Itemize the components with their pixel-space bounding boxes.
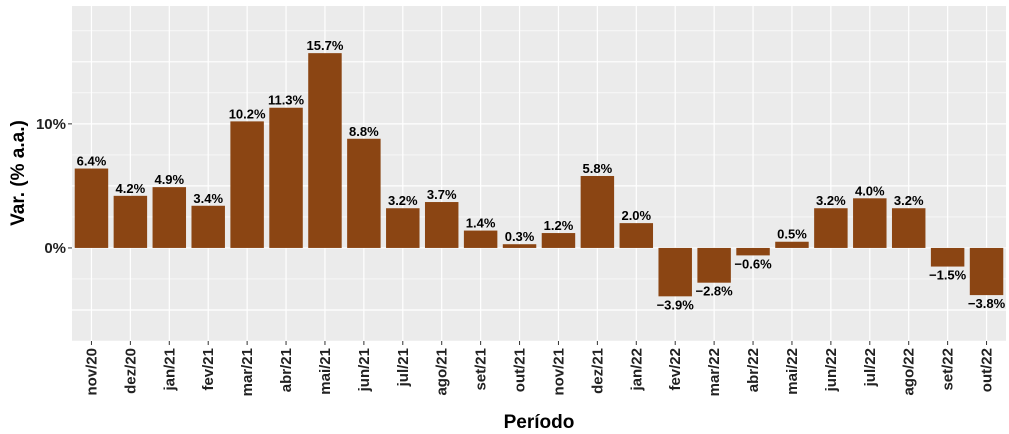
bar-jan-22	[619, 223, 654, 248]
bar-ago-21	[424, 202, 459, 248]
x-tick-label: out/22	[979, 348, 996, 392]
bar-abr-21	[269, 107, 303, 248]
data-labels: 6.4% 4.2% 4.9% 3.4% 10.2%11.3% 15.7% 8.8% 3.2% 3…	[77, 38, 1006, 312]
x-tick-label: mai/22	[784, 348, 801, 395]
x-tick-label: fev/21	[200, 348, 217, 391]
data-label: 4.9%	[154, 172, 184, 187]
x-tick-label: set/21	[473, 348, 490, 391]
data-label: −3.9%	[657, 297, 695, 312]
data-label: 8.8%	[349, 124, 379, 139]
bar-dez-21	[580, 175, 615, 248]
x-axis: nov/20 dez/20 jan/21 fev/21 mar/21 abr/21 mai/…	[83, 341, 996, 396]
bar-ago-22	[891, 208, 926, 248]
y-tick-label: 0%	[44, 240, 66, 257]
data-label: 0.5%	[777, 227, 807, 242]
x-tick-label: jan/21	[161, 348, 178, 392]
data-label: 1.2%	[544, 218, 574, 233]
bar-nov-20	[74, 168, 109, 248]
bar-out-22	[969, 247, 1004, 296]
bar-out-21	[502, 244, 537, 248]
x-tick-label: abr/21	[278, 348, 295, 392]
plot-panel	[72, 6, 1006, 341]
bar-jun-21	[347, 138, 381, 248]
data-label: 10.2%	[229, 106, 266, 121]
data-label: 3.2%	[894, 193, 924, 208]
x-tick-label: mai/21	[317, 348, 334, 395]
bar-mai-21	[308, 53, 342, 248]
data-label: 1.4%	[466, 216, 496, 231]
data-label: −0.6%	[734, 256, 772, 271]
x-tick-label: jun/21	[356, 348, 373, 392]
x-tick-label: ago/21	[434, 348, 451, 396]
data-label: 4.0%	[855, 183, 885, 198]
bar-abr-22	[736, 247, 770, 256]
y-axis-title: Var. (% a.a.)	[8, 120, 29, 226]
data-label: −2.8%	[696, 284, 734, 299]
bar-mar-22	[697, 247, 731, 283]
x-tick-label: nov/21	[550, 348, 567, 396]
data-label: −1.5%	[929, 268, 967, 283]
bar-set-22	[930, 247, 965, 267]
bar-set-21	[463, 230, 498, 248]
x-tick-label: abr/22	[745, 348, 762, 392]
x-tick-label: out/21	[512, 348, 529, 392]
data-label: 11.3%	[268, 93, 305, 108]
bar-jul-21	[386, 208, 420, 248]
bar-nov-21	[541, 233, 576, 248]
x-tick-label: jun/22	[823, 348, 840, 392]
bar-jan-21	[152, 187, 187, 248]
data-label: 0.3%	[505, 229, 535, 244]
bar-dez-20	[113, 195, 148, 248]
x-tick-label: dez/21	[589, 348, 606, 394]
x-axis-title: Período	[504, 412, 575, 433]
x-tick-label: mar/21	[239, 348, 256, 396]
data-label: 3.2%	[816, 193, 846, 208]
data-label: 3.2%	[388, 193, 418, 208]
x-tick-label: jul/22	[862, 348, 879, 387]
bar-jun-22	[814, 208, 848, 248]
data-label: 6.4%	[77, 154, 107, 169]
y-axis: 0% 10%	[36, 116, 72, 257]
x-tick-label: mar/22	[706, 348, 723, 396]
data-label: 5.8%	[583, 161, 613, 176]
data-label: 4.2%	[116, 181, 146, 196]
data-label: 15.7%	[307, 38, 344, 53]
data-label: −3.8%	[968, 296, 1006, 311]
x-tick-label: set/22	[940, 348, 957, 391]
y-tick-label: 10%	[36, 116, 66, 133]
data-label: 3.4%	[193, 191, 223, 206]
bar-mar-21	[230, 121, 264, 248]
x-tick-label: nov/20	[83, 348, 100, 396]
x-tick-label: dez/20	[122, 348, 139, 394]
x-tick-label: jan/22	[628, 348, 645, 392]
bars	[74, 53, 1004, 297]
x-tick-label: ago/22	[901, 348, 918, 396]
data-label: 3.7%	[427, 187, 457, 202]
bar-fev-21	[191, 205, 225, 248]
data-label: 2.0%	[621, 208, 651, 223]
bar-mai-22	[775, 241, 809, 248]
x-tick-label: jul/21	[395, 348, 412, 387]
bar-jul-22	[853, 198, 887, 248]
bar-fev-22	[658, 247, 692, 297]
x-tick-label: fev/22	[667, 348, 684, 391]
